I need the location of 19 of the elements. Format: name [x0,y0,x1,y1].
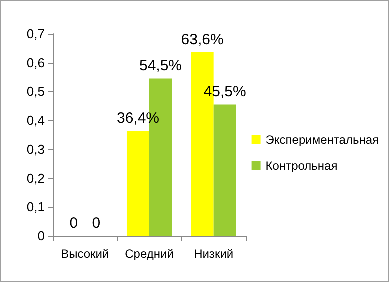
data-label: 54,5% [139,58,182,75]
x-tick-label: Низкий [194,247,234,261]
y-tick-label: 0,4 [26,113,45,128]
legend-label: Экспериментальная [266,133,380,147]
bar [126,130,150,236]
y-tick-label: 0,1 [26,200,45,215]
y-tick-label: 0 [38,228,45,244]
y-tick-label: 0,2 [26,170,45,186]
y-tick-label: 0,5 [26,84,45,100]
y-tick-label: 0,7 [26,26,45,42]
data-label: 0 [92,215,101,232]
data-label: 0 [70,215,78,232]
bar [214,104,236,236]
x-tick-label: Средний [125,247,174,261]
legend-label: Контрольная [266,159,338,173]
x-tick-label: Высокий [61,247,110,261]
y-tick-label: 0,3 [26,142,45,157]
y-tick-label: 0,6 [26,55,45,70]
data-label: 63,6% [181,31,224,48]
